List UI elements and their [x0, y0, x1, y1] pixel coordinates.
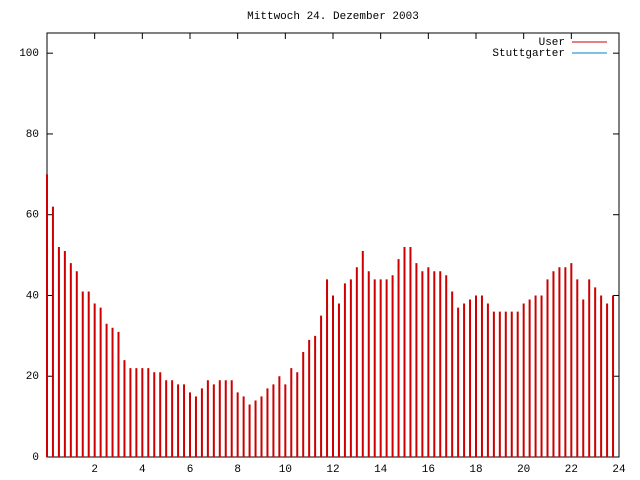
chart-title: Mittwoch 24. Dezember 2003	[247, 11, 419, 23]
y-tick-label: 80	[26, 129, 39, 141]
x-tick-label: 2	[91, 464, 98, 476]
x-tick-label: 16	[422, 464, 435, 476]
y-tick-label: 60	[26, 210, 39, 222]
x-tick-label: 18	[469, 464, 482, 476]
x-tick-label: 14	[374, 464, 388, 476]
x-tick-label: 4	[139, 464, 146, 476]
y-tick-label: 20	[26, 371, 39, 383]
x-tick-label: 12	[326, 464, 339, 476]
x-tick-label: 10	[279, 464, 292, 476]
x-tick-label: 6	[187, 464, 194, 476]
x-tick-label: 8	[234, 464, 241, 476]
legend-label: Stuttgarter	[492, 48, 565, 60]
y-tick-label: 0	[32, 452, 39, 464]
x-tick-label: 22	[565, 464, 578, 476]
x-tick-label: 20	[517, 464, 530, 476]
x-tick-label: 24	[612, 464, 626, 476]
legend-label: User	[539, 37, 565, 49]
y-tick-label: 40	[26, 290, 39, 302]
y-tick-label: 100	[19, 48, 39, 60]
